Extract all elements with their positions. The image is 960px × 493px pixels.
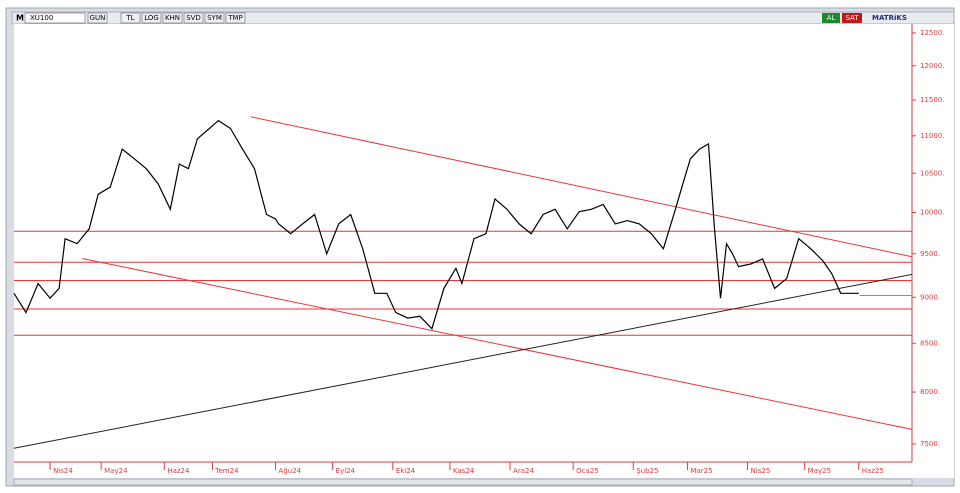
y-tick-label: 11500. bbox=[920, 96, 945, 104]
toolbar-button[interactable] bbox=[204, 12, 225, 24]
x-tick-label: Ara24 bbox=[513, 467, 534, 475]
y-axis-area bbox=[912, 24, 954, 462]
y-tick-label: 9500. bbox=[920, 250, 940, 258]
y-tick-label: 12500. bbox=[920, 29, 945, 37]
x-tick-label: Haz25 bbox=[862, 467, 884, 475]
y-tick-label: 12000. bbox=[920, 62, 945, 70]
sell-button[interactable] bbox=[842, 13, 862, 23]
y-tick-label: 8500. bbox=[920, 339, 940, 347]
trend-line bbox=[82, 257, 913, 430]
x-tick-label: Haz24 bbox=[167, 467, 190, 475]
brand: MATRiKS bbox=[872, 14, 907, 22]
y-tick-label: 8000. bbox=[920, 388, 940, 396]
toolbar-button-label: TMP bbox=[227, 14, 243, 22]
x-tick-label: Nis25 bbox=[751, 467, 771, 475]
x-tick-label: Mar25 bbox=[690, 467, 712, 475]
toolbar-button-label: TL bbox=[125, 14, 134, 22]
toolbar-button-label: KHN bbox=[165, 14, 180, 22]
toolbar-button-label: SYM bbox=[207, 14, 222, 22]
toolbar-button[interactable] bbox=[120, 12, 141, 24]
toolbar-button[interactable] bbox=[183, 12, 204, 24]
x-tick-label: Eyl24 bbox=[336, 467, 356, 475]
buy-label: AL bbox=[827, 14, 836, 22]
x-tick-label: Oca25 bbox=[576, 467, 599, 475]
x-tick-label: Şub25 bbox=[636, 467, 658, 475]
symbol-box[interactable] bbox=[24, 12, 86, 24]
sell-label: SAT bbox=[845, 14, 859, 22]
x-tick-label: Tem24 bbox=[214, 467, 239, 475]
scrollbar[interactable] bbox=[13, 478, 913, 486]
y-tick-label: 10000. bbox=[920, 209, 945, 217]
x-tick-label: May25 bbox=[808, 467, 831, 475]
x-tick-label: Eki24 bbox=[396, 467, 416, 475]
toolbar-button[interactable] bbox=[162, 12, 183, 24]
toolbar-button[interactable] bbox=[141, 12, 162, 24]
x-tick-label: Nis24 bbox=[53, 467, 73, 475]
toolbar-button-label: GUN bbox=[90, 14, 106, 22]
toolbar-button[interactable] bbox=[87, 12, 108, 24]
symbol: XU100 bbox=[30, 14, 53, 22]
x-tick-label: May24 bbox=[104, 467, 128, 475]
x-tick-label: Kas24 bbox=[453, 467, 475, 475]
price-line bbox=[13, 119, 859, 330]
y-tick-label: 7500. bbox=[920, 440, 940, 448]
y-tick-label: 11000. bbox=[920, 132, 945, 140]
x-axis-area bbox=[14, 462, 954, 478]
trend-line bbox=[13, 273, 913, 449]
plot-area bbox=[14, 24, 912, 462]
y-tick-label: 10500. bbox=[920, 169, 945, 177]
x-tick-label: Ağu24 bbox=[279, 467, 302, 475]
toolbar-button-label: LOG bbox=[144, 14, 159, 22]
trend-line bbox=[250, 116, 913, 258]
buy-button[interactable] bbox=[822, 13, 840, 23]
toolbar-button-label: SVD bbox=[186, 14, 201, 22]
logo: M bbox=[16, 14, 24, 23]
y-tick-label: 9000. bbox=[920, 293, 940, 301]
toolbar-button[interactable] bbox=[225, 12, 246, 24]
